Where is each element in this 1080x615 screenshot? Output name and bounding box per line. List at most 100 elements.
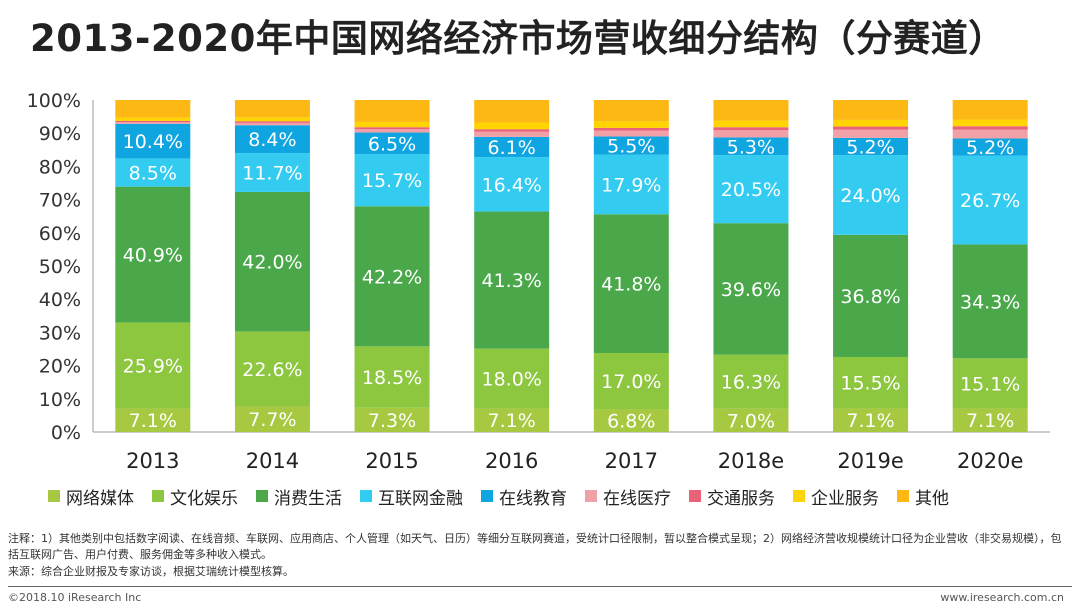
bar-segment xyxy=(833,155,909,235)
bar-segment xyxy=(713,130,789,138)
legend-swatch xyxy=(793,490,805,502)
legend-item: 消费生活 xyxy=(256,484,342,509)
legend-item: 在线医疗 xyxy=(585,484,671,509)
bar-segment xyxy=(115,158,191,187)
bar-segment xyxy=(952,244,1028,359)
legend-item: 其他 xyxy=(897,484,949,509)
bar-segment xyxy=(354,154,430,207)
legend-swatch xyxy=(48,490,60,502)
bar-segment xyxy=(833,356,909,409)
bar-segment xyxy=(354,132,430,155)
bar-segment xyxy=(474,100,550,123)
legend-label: 互联网金融 xyxy=(378,488,463,509)
bar-segment xyxy=(593,127,669,131)
data-label: 8.4% xyxy=(248,129,296,151)
bar-segment xyxy=(115,322,191,409)
bar-segment xyxy=(474,211,550,349)
data-label: 36.8% xyxy=(840,286,900,308)
y-tick-label: 10% xyxy=(39,389,81,411)
bar-segment xyxy=(354,407,430,432)
bar-segment xyxy=(952,126,1028,130)
bar-segment xyxy=(713,155,789,224)
bar-segment xyxy=(713,127,789,131)
bar-segment xyxy=(833,126,909,130)
bar-segment xyxy=(952,129,1028,139)
bar-segment xyxy=(354,206,430,347)
legend-label: 企业服务 xyxy=(811,488,879,509)
bar-segment xyxy=(234,125,310,154)
data-label: 7.1% xyxy=(846,410,894,432)
y-tick-label: 80% xyxy=(39,156,81,178)
data-label: 7.0% xyxy=(727,410,775,432)
legend-item: 互联网金融 xyxy=(360,484,463,509)
legend-label: 文化娱乐 xyxy=(170,488,238,509)
data-label: 15.7% xyxy=(362,170,422,192)
bar-segment xyxy=(952,119,1028,127)
chart-title: 2013-2020年中国网络经济市场营收细分结构（分赛道） xyxy=(30,17,1006,60)
legend-label: 交通服务 xyxy=(707,488,775,509)
bar-segment xyxy=(234,331,310,407)
data-label: 7.7% xyxy=(248,409,296,431)
bar-segment xyxy=(593,409,669,432)
data-label: 42.2% xyxy=(362,266,422,288)
y-tick-label: 30% xyxy=(39,322,81,344)
bar-segment xyxy=(952,138,1028,156)
footer-copyright: ©2018.10 iResearch Inc xyxy=(8,591,142,604)
bar-segment xyxy=(474,122,550,130)
data-label: 7.3% xyxy=(368,410,416,432)
bar-segment xyxy=(713,223,789,355)
bar-segment xyxy=(713,120,789,128)
data-label: 41.8% xyxy=(601,274,661,296)
y-tick-label: 60% xyxy=(39,223,81,245)
legend-swatch xyxy=(481,490,493,502)
bar-segment xyxy=(234,153,310,192)
data-label: 17.0% xyxy=(601,371,661,393)
data-label: 18.5% xyxy=(362,367,422,389)
bar-segment xyxy=(234,122,310,126)
bar-segment xyxy=(833,119,909,127)
bar-segment xyxy=(593,352,669,410)
legend-swatch xyxy=(360,490,372,502)
bar-segment xyxy=(354,129,430,133)
data-label: 8.5% xyxy=(129,163,177,185)
legend-label: 网络媒体 xyxy=(66,488,134,509)
data-label: 5.2% xyxy=(846,136,894,158)
chart-source: 来源：综合企业财报及专家访谈，根据艾瑞统计模型核算。 xyxy=(8,565,294,578)
bar-segment xyxy=(234,100,310,118)
footer-divider xyxy=(8,586,1072,587)
bar-segment xyxy=(354,346,430,408)
bar-segment xyxy=(474,129,550,132)
data-label: 6.8% xyxy=(607,411,655,433)
bar-segment xyxy=(474,408,550,432)
y-tick-label: 0% xyxy=(51,422,81,444)
bar-segment xyxy=(234,117,310,122)
bar-segment xyxy=(234,191,310,332)
legend-item: 企业服务 xyxy=(793,484,879,509)
data-label: 6.1% xyxy=(488,137,536,159)
data-label: 7.1% xyxy=(129,410,177,432)
legend-item: 交通服务 xyxy=(689,484,775,509)
footer-website: www.iresearch.com.cn xyxy=(940,591,1064,604)
bar-segment xyxy=(833,408,909,432)
data-label: 17.9% xyxy=(601,174,661,196)
data-label: 24.0% xyxy=(840,185,900,207)
bar-segment xyxy=(115,117,191,121)
bar-segment xyxy=(234,121,310,123)
data-label: 15.1% xyxy=(960,373,1020,395)
bar-segment xyxy=(593,154,669,215)
x-tick-label: 2016 xyxy=(485,449,538,473)
legend-swatch xyxy=(689,490,701,502)
data-label: 34.3% xyxy=(960,291,1020,313)
data-label: 16.4% xyxy=(482,174,542,196)
y-tick-label: 100% xyxy=(27,90,81,112)
bar-segment xyxy=(474,157,550,212)
bar-segment xyxy=(354,127,430,130)
legend-item: 文化娱乐 xyxy=(152,484,238,509)
bar-segment xyxy=(952,155,1028,245)
bar-segment xyxy=(354,121,430,128)
bar-segment xyxy=(593,136,669,155)
bar-segment xyxy=(952,358,1028,409)
data-label: 16.3% xyxy=(721,372,781,394)
legend-swatch xyxy=(585,490,597,502)
bar-segment xyxy=(354,100,430,122)
